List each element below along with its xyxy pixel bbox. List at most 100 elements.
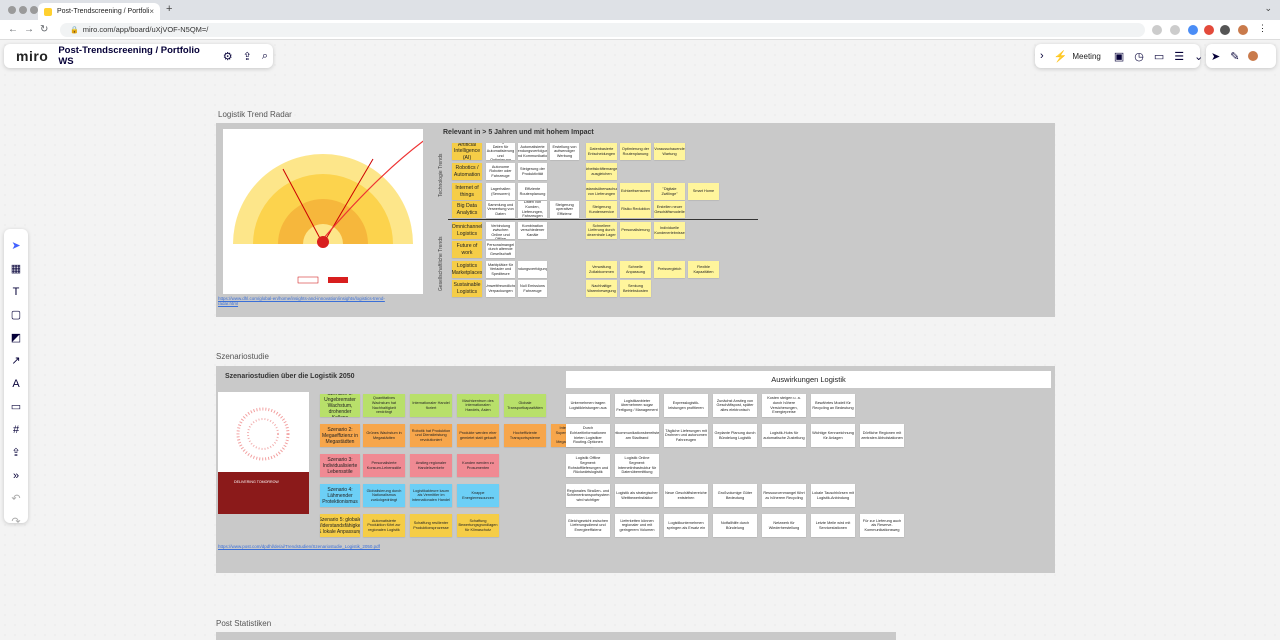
impact-note[interactable]: Logistikunternehmen springen als Ersatz … [664, 514, 708, 537]
scenario-note[interactable]: Grünes Wachstum in Megastädten [363, 424, 405, 447]
trend-label-note[interactable]: Robotics / Automation [452, 163, 482, 180]
scenario-note[interactable]: Machtzentrum des internationalen Handels… [457, 394, 499, 417]
insight-sticky-note[interactable]: Verwaltung Zollabkommen [586, 261, 617, 278]
notes-icon[interactable]: ☰ [1174, 50, 1185, 63]
insight-sticky-note[interactable]: Risiko Reduktion [620, 201, 651, 218]
trend-label-note[interactable]: Omnichannel Logistics [452, 222, 482, 239]
board-title[interactable]: Post-Trendscreening / Portfolio WS [58, 45, 200, 67]
trend-note[interactable]: Personalmangel durch alternde Gesellscha… [486, 241, 515, 258]
insight-sticky-note[interactable]: Zustandsüberwachung von Lieferungen [586, 183, 617, 200]
comments-icon[interactable]: ▭ [1153, 50, 1165, 63]
frame-icon[interactable]: # [12, 424, 20, 436]
new-tab-button[interactable]: + [166, 3, 173, 15]
impact-note[interactable]: Bewährtes Modell für Recycling an Bedeut… [811, 394, 855, 417]
impact-note[interactable]: Regionales Straßen- und Schienentranspor… [566, 484, 610, 507]
frame-scen[interactable]: Szenariostudien über die Logistik 2050 A… [216, 366, 1055, 573]
insight-sticky-note[interactable]: Echtzeitsensoren [620, 183, 651, 200]
radar-source-link[interactable]: https://www.dhl.com/global-en/home/insig… [218, 296, 385, 306]
trend-note[interactable]: Steigerung operativer Effizienz [550, 201, 579, 218]
insight-sticky-note[interactable]: Arbeitskräftemangel ausgleichen [586, 163, 617, 180]
miro-logo[interactable]: miro [16, 48, 49, 64]
impact-note[interactable]: Wichtige Kennzeichnung für Anlagen [811, 424, 855, 447]
insight-sticky-note[interactable]: Flexible Kapazitäten [688, 261, 719, 278]
impact-note[interactable]: Großvolumige Güter Bedeutung [713, 484, 757, 507]
scenario-note[interactable]: Quantitatives Wachstum hat Nachhaltigkei… [363, 394, 405, 417]
puzzle-icon[interactable] [1220, 25, 1230, 35]
browser-tab[interactable]: Post-Trendscreening / Portfoli × [38, 3, 160, 20]
export-upload-icon[interactable]: ⇪ [242, 50, 252, 63]
impact-note[interactable]: Neue Geschäftsbereiche entstehen [664, 484, 708, 507]
insight-sticky-note[interactable]: Senkung Betriebskosten [620, 280, 651, 297]
trend-note[interactable]: Autonome Roboter oder Fahrzeuge [486, 163, 515, 180]
impact-note[interactable]: Dörfliche Regionen mit zentralen Abholst… [860, 424, 904, 447]
scenario-note[interactable]: Schaffung Bewertungsgrundlagen für Klima… [457, 514, 499, 537]
impact-note[interactable]: Logistik Online Segment: Internetinfrast… [615, 454, 659, 477]
scenario-note[interactable]: Internationaler Handel floriert [410, 394, 452, 417]
user-avatar[interactable] [1248, 51, 1259, 61]
tab-close-icon[interactable]: × [149, 7, 154, 16]
impact-note[interactable]: Notfallhilfe durch Bündelung [713, 514, 757, 537]
screen-share-icon[interactable]: ▣ [1113, 50, 1125, 63]
trend-label-note[interactable]: Logistics Marketplaces [452, 261, 482, 278]
insight-sticky-note[interactable]: Smart Home [688, 183, 719, 200]
trend-note[interactable]: Lagerhallen (Sensoren) [486, 183, 515, 200]
insight-sticky-note[interactable]: Optimierung der Routenplanung [620, 143, 651, 160]
meeting-lightning-icon[interactable]: ⚡ [1053, 50, 1068, 63]
radar-image[interactable] [223, 129, 434, 294]
trend-note[interactable]: Umweltfreundliche Verpackungen [486, 280, 515, 297]
trend-label-note[interactable]: Big Data Analytics [452, 201, 482, 218]
text-tool-icon[interactable]: T [12, 286, 20, 298]
comment-icon[interactable]: ▭ [10, 401, 22, 413]
scenario-note[interactable]: Logistikakteure kaum als Vermittler im i… [410, 484, 452, 507]
undo-icon[interactable]: ↶ [11, 493, 21, 505]
connection-line-icon[interactable]: ↗ [11, 355, 21, 367]
scenario-note[interactable]: Globale Transportkapazitäten [504, 394, 546, 417]
frame-title-radar[interactable]: Logistik Trend Radar [218, 110, 292, 119]
impact-note[interactable]: Lokale Tauschbörsen mit Logistik-Anbindu… [811, 484, 855, 507]
select-cursor-icon[interactable]: ➤ [11, 240, 21, 252]
scenario-note[interactable]: Anstieg regionaler Handelsverkehr [410, 454, 452, 477]
trend-note[interactable]: Null Emissions Fahrzeuge [518, 280, 547, 297]
sticky-note-icon[interactable]: ▢ [10, 309, 22, 321]
tab-search-chevron-icon[interactable]: ⌄ [1264, 3, 1272, 13]
impact-note[interactable]: Logistik als strategischer Wettbewerbsfa… [615, 484, 659, 507]
impact-note[interactable]: Logistik Offline Segment: Rohstoffliefer… [566, 454, 610, 477]
scenario-label-note[interactable]: Szenario 5: globale Widerstandsfähigkeit… [320, 514, 360, 537]
bookmark-star-icon[interactable] [1170, 25, 1180, 35]
impact-note[interactable]: Ressourcenmangel führt zu höherem Recycl… [762, 484, 806, 507]
trend-note[interactable]: Marktplätze für Verlader und Spediteure [486, 261, 515, 278]
trend-note[interactable]: Nutzung von Daten für Automatisierung un… [486, 143, 515, 160]
pen-icon[interactable]: A [12, 378, 20, 390]
share-icon[interactable] [1152, 25, 1162, 35]
window-close-dot[interactable] [8, 6, 16, 14]
trend-note[interactable]: Sammlung und Verwertung von Daten [486, 201, 515, 218]
forward-arrow-icon[interactable]: → [24, 24, 34, 35]
scenario-label-note[interactable]: Szenario 1: Ungebremster Wachstum, drohe… [320, 394, 360, 417]
insight-sticky-note[interactable]: Preisvergleich [654, 261, 685, 278]
impact-note[interactable]: Logistik-Hubs für automatische Zustellun… [762, 424, 806, 447]
meeting-button[interactable]: Meeting [1072, 51, 1101, 61]
frame-radar[interactable]: https://www.dhl.com/global-en/home/insig… [216, 123, 1055, 317]
scenario-note[interactable]: Knappe Energieressourcen [457, 484, 499, 507]
insight-sticky-note[interactable]: Schnelle Anpassung [620, 261, 651, 278]
impact-note[interactable]: Für zur Lieferung auch als Reserve-Kommu… [860, 514, 904, 537]
search-icon[interactable]: ⌕ [261, 49, 268, 62]
trend-label-note[interactable]: Internet of things [452, 183, 482, 200]
impact-note[interactable]: Zunächst Anstieg von Geschäftspost, spät… [713, 394, 757, 417]
templates-icon[interactable]: ▦ [10, 263, 22, 275]
trend-label-note[interactable]: Artificial Intelligence (AI) [452, 143, 482, 160]
impact-note[interactable]: Tägliche Lieferungen mit Drohnen und aut… [664, 424, 708, 447]
scenario-label-note[interactable]: Szenario 4: Lähmender Protektionismus [320, 484, 360, 507]
trend-note[interactable]: Steigerung der Produktivität [518, 163, 547, 180]
frame-title-stats[interactable]: Post Statistiken [216, 619, 272, 628]
insight-sticky-note[interactable]: Schnellere Lieferung durch dezentrale La… [586, 222, 617, 239]
trend-label-note[interactable]: Future of work [452, 241, 482, 258]
trend-note[interactable]: Erstellung von aufwendiger Werbung [550, 143, 579, 160]
scenario-note[interactable]: Robotik hat Produktion und Dienstleistun… [410, 424, 452, 447]
impact-note[interactable]: Kosten steigen u. a. durch höhere Versic… [762, 394, 806, 417]
profile-avatar[interactable] [1238, 25, 1248, 35]
upload-icon[interactable]: ⇪ [11, 447, 21, 459]
scenario-note[interactable]: Produkte werden eher gemietet statt geka… [457, 424, 499, 447]
shapes-icon[interactable]: ◩ [10, 332, 22, 344]
insight-sticky-note[interactable]: Steigerung Kundenservice [586, 201, 617, 218]
